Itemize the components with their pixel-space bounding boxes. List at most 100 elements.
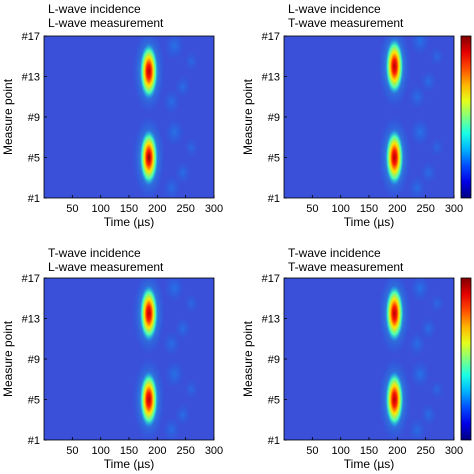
- echo-blob: [420, 70, 437, 93]
- hotspot: [139, 371, 158, 428]
- x-tick-label: 100: [91, 203, 109, 215]
- heatmap-field: [378, 278, 444, 440]
- x-tick-label: 200: [388, 445, 406, 457]
- echo-blob: [184, 293, 199, 314]
- y-axis-label: Measure point: [1, 78, 15, 155]
- x-tick-label: 150: [360, 203, 378, 215]
- echo-blob: [408, 175, 427, 198]
- heatmap-panel-4: 50 100 150 200 250 300 #1 #5 #9 #13 #17 Time (µs) Me…: [241, 246, 472, 471]
- echo-blob: [410, 360, 430, 389]
- y-tick-label: #17: [262, 31, 280, 43]
- heatmap-field: [132, 278, 199, 440]
- echo-blob: [162, 331, 181, 357]
- hotspot: [139, 285, 158, 342]
- echo-blob: [174, 161, 191, 184]
- hotspot: [139, 43, 158, 100]
- x-tick-label: 250: [176, 203, 194, 215]
- x-axis-label: Time (µs): [344, 457, 394, 471]
- echo-blob: [420, 317, 437, 340]
- y-tick-label: #5: [28, 395, 40, 407]
- echo-blob: [162, 175, 181, 198]
- x-tick-label: 50: [306, 445, 318, 457]
- panel-title-line: L-wave incidence: [48, 2, 141, 16]
- echo-blob: [174, 403, 191, 426]
- y-axis-label: Measure point: [1, 320, 15, 397]
- echo-blob: [164, 36, 185, 61]
- y-tick-label: #1: [28, 435, 40, 447]
- panel-title-line: L-wave incidence: [288, 2, 381, 16]
- x-axis-label: Time (µs): [104, 215, 154, 229]
- echo-blob: [164, 118, 185, 147]
- heatmap-panel-1: 50 100 150 200 250 300 #1 #5 #9 #13 #17 Time (µs) Me…: [1, 2, 223, 229]
- y-tick-label: #9: [268, 354, 280, 366]
- heatmap-field: [378, 36, 444, 198]
- hotspot: [385, 371, 404, 428]
- x-tick-label: 200: [148, 445, 166, 457]
- colorbar: [460, 35, 472, 199]
- panel-title-line: T-wave measurement: [288, 260, 404, 274]
- y-axis-label: Measure point: [241, 78, 255, 155]
- x-tick-label: 300: [205, 445, 223, 457]
- panel-title-line: L-wave measurement: [48, 260, 164, 274]
- x-tick-label: 300: [205, 203, 223, 215]
- echo-blob: [174, 317, 191, 340]
- panel-title-line: T-wave incidence: [288, 246, 381, 260]
- echo-blob: [410, 118, 430, 147]
- panel-title-line: T-wave measurement: [288, 16, 404, 30]
- echo-blob: [162, 417, 181, 440]
- hotspot: [385, 285, 404, 342]
- y-tick-label: #17: [22, 31, 40, 43]
- y-tick-label: #13: [262, 314, 280, 326]
- echo-blob: [410, 278, 430, 303]
- colorbar: [460, 277, 472, 441]
- x-tick-label: 50: [306, 203, 318, 215]
- echo-blob: [162, 89, 181, 115]
- echo-blob: [184, 137, 199, 158]
- echo-blob: [408, 417, 427, 440]
- x-axis-label: Time (µs): [104, 457, 154, 471]
- echo-blob: [410, 36, 430, 56]
- y-tick-label: #1: [28, 193, 40, 205]
- panel-title-line: L-wave measurement: [48, 16, 164, 30]
- y-tick-label: #9: [28, 112, 40, 124]
- echo-blob: [164, 278, 185, 303]
- y-tick-label: #17: [22, 273, 40, 285]
- hotspot: [385, 129, 404, 186]
- x-tick-label: 200: [148, 203, 166, 215]
- y-tick-label: #13: [22, 314, 40, 326]
- y-tick-label: #5: [28, 153, 40, 165]
- echo-blob: [420, 161, 437, 184]
- heatmap-field: [132, 36, 199, 198]
- x-tick-label: 250: [176, 445, 194, 457]
- x-tick-label: 150: [120, 445, 138, 457]
- y-tick-label: #5: [268, 395, 280, 407]
- y-tick-label: #9: [268, 112, 280, 124]
- x-tick-label: 50: [66, 445, 78, 457]
- x-tick-label: 200: [388, 203, 406, 215]
- y-tick-label: #1: [268, 193, 280, 205]
- y-tick-label: #13: [262, 72, 280, 84]
- x-tick-label: 50: [66, 203, 78, 215]
- echo-blob: [420, 403, 437, 426]
- echo-blob: [174, 75, 191, 98]
- echo-blob: [430, 293, 444, 314]
- echo-blob: [184, 51, 199, 72]
- echo-blob: [164, 360, 185, 389]
- echo-blob: [430, 379, 444, 400]
- x-tick-label: 250: [416, 445, 434, 457]
- hotspot: [385, 38, 404, 95]
- y-axis-label: Measure point: [241, 320, 255, 397]
- panel-title-line: T-wave incidence: [48, 246, 141, 260]
- y-tick-label: #5: [268, 153, 280, 165]
- x-tick-label: 300: [445, 203, 463, 215]
- x-tick-label: 150: [360, 445, 378, 457]
- x-tick-label: 100: [331, 445, 349, 457]
- x-tick-label: 300: [445, 445, 463, 457]
- x-tick-label: 100: [331, 203, 349, 215]
- x-tick-label: 250: [416, 203, 434, 215]
- y-tick-label: #13: [22, 72, 40, 84]
- heatmap-panel-2: 50 100 150 200 250 300 #1 #5 #9 #13 #17 Time (µs) Me…: [241, 2, 472, 229]
- echo-blob: [430, 137, 444, 158]
- echo-blob: [408, 331, 427, 357]
